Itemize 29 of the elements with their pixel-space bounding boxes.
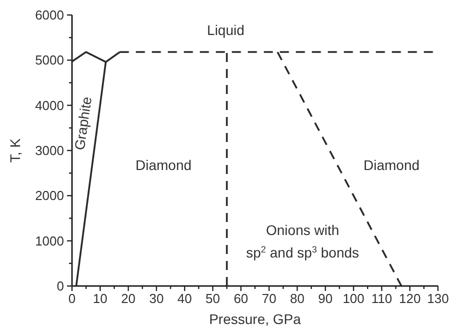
annotation: sp$^{2}$ and sp$^{3}$ bonds — [246, 244, 360, 261]
x-tick-label: 130 — [427, 291, 449, 306]
x-tick-label: 120 — [398, 291, 421, 306]
x-tick-label: 30 — [149, 291, 164, 306]
x-tick-label: 0 — [68, 291, 76, 306]
annotation: Graphite — [71, 95, 95, 152]
annotation: Liquid — [207, 22, 244, 38]
x-tick-label: 20 — [121, 291, 136, 306]
annotation: Diamond — [364, 156, 420, 173]
x-axis-title: Pressure, GPa — [209, 311, 302, 327]
x-tick-label: 110 — [371, 291, 392, 306]
x-tick-label: 90 — [318, 291, 333, 306]
y-tick-label: 1000 — [35, 233, 64, 248]
x-tick-label: 60 — [234, 291, 248, 306]
annotation: Diamond — [135, 156, 192, 173]
x-tick-label: 10 — [92, 291, 108, 306]
x-tick-label: 80 — [290, 291, 304, 306]
x-tick-label: 70 — [262, 291, 276, 306]
annotation: Onions with — [266, 222, 340, 238]
y-tick-label: 4000 — [35, 98, 64, 113]
y-tick-label: 0 — [56, 278, 64, 294]
x-tick-label: 40 — [177, 291, 192, 306]
x-tick-label: 50 — [206, 291, 220, 306]
x-tick-label: 100 — [342, 291, 364, 306]
y-axis-title: T, K — [7, 138, 23, 163]
y-tick-label: 2000 — [35, 188, 64, 204]
y-tick-label: 3000 — [35, 143, 64, 158]
y-tick-label: 5000 — [35, 52, 64, 68]
y-tick-label: 6000 — [35, 8, 64, 23]
